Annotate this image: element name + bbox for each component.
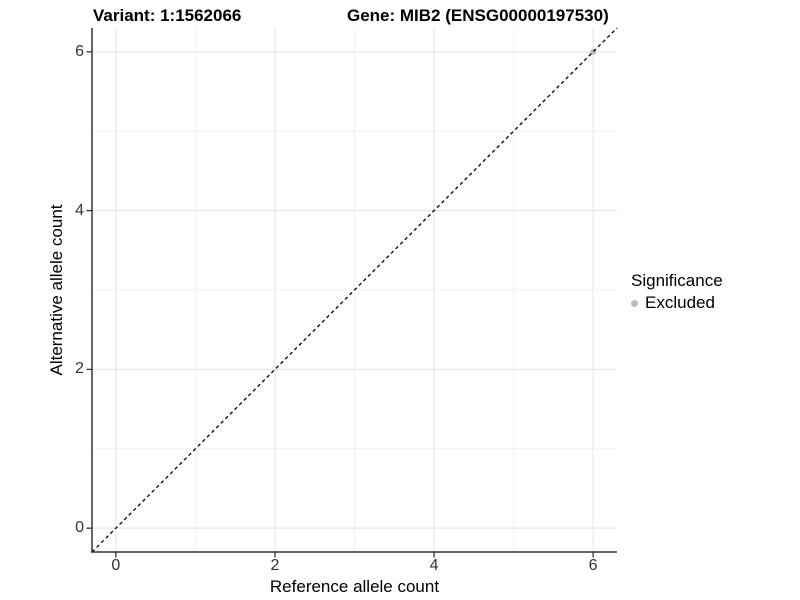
plot-title-variant: Variant: 1:1562066 bbox=[93, 6, 242, 25]
x-tick-label: 0 bbox=[111, 557, 121, 574]
y-tick-label: 6 bbox=[75, 42, 84, 60]
legend-item-label: Excluded bbox=[645, 293, 715, 312]
plot-title-gene: Gene: MIB2 (ENSG00000197530) bbox=[347, 6, 609, 25]
identity-reference-line bbox=[91, 27, 618, 553]
x-tick-label: 2 bbox=[270, 557, 280, 574]
x-tick-label: 6 bbox=[588, 557, 598, 574]
x-axis-title: Reference allele count bbox=[269, 577, 440, 596]
legend: Significance Excluded bbox=[631, 271, 723, 313]
plot-canvas bbox=[86, 27, 618, 558]
x-tick-label: 4 bbox=[429, 557, 439, 574]
y-tick-label: 2 bbox=[75, 360, 84, 378]
y-tick-label: 0 bbox=[75, 519, 84, 537]
excluded-point-swatch-icon bbox=[631, 299, 638, 307]
legend-item-excluded: Excluded bbox=[631, 293, 723, 313]
legend-title: Significance bbox=[631, 271, 723, 290]
y-tick-label: 4 bbox=[75, 201, 84, 219]
y-axis-title: Alternative allele count bbox=[47, 204, 66, 376]
plot-panel bbox=[86, 27, 618, 558]
